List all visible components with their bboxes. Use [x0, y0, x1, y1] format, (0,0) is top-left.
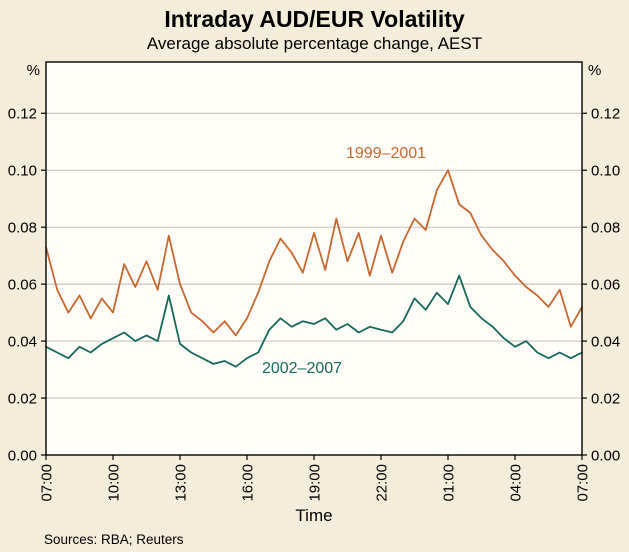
- y-tick-label-right: 0.06: [591, 276, 620, 293]
- y-tick-label-left: 0.06: [8, 276, 37, 293]
- plot-border: [45, 61, 583, 456]
- series-label-1999-2001: 1999–2001: [345, 145, 427, 162]
- y-axis-unit-left: %: [26, 62, 40, 79]
- y-tick-label-right: 0.04: [591, 333, 620, 350]
- x-tick-label: 07:00: [574, 464, 591, 502]
- x-axis-title: Time: [295, 506, 333, 525]
- y-tick-label-left: 0.00: [8, 447, 37, 464]
- x-tick-label: 04:00: [507, 464, 524, 502]
- x-tick-label: 19:00: [306, 464, 323, 502]
- series-label-2002-2007: 2002–2007: [261, 360, 343, 377]
- x-tick-label: 01:00: [440, 464, 457, 502]
- series-line-1999-2001: [45, 169, 583, 337]
- y-tick-label-right: 0.00: [591, 447, 620, 464]
- y-tick-label-left: 0.12: [8, 106, 37, 123]
- x-tick-label: 22:00: [373, 464, 390, 502]
- y-tick-label-left: 0.10: [8, 162, 37, 179]
- y-tick-label-left: 0.02: [8, 390, 37, 407]
- y-tick-label-left: 0.08: [8, 219, 37, 236]
- y-tick-label-right: 0.08: [591, 219, 620, 236]
- chart-title: Intraday AUD/EUR Volatility: [164, 6, 465, 32]
- y-tick-label-left: 0.04: [8, 333, 37, 350]
- y-tick-label-right: 0.02: [591, 390, 620, 407]
- series-line-2002-2007: [45, 274, 583, 368]
- chart-subtitle: Average absolute percentage change, AEST: [146, 34, 483, 53]
- x-tick-label: 13:00: [172, 464, 189, 502]
- source-note: Sources: RBA; Reuters: [44, 532, 184, 547]
- x-tick-label: 07:00: [38, 464, 55, 502]
- plot-area: [46, 62, 582, 455]
- y-tick-label-right: 0.12: [591, 106, 620, 123]
- x-tick-label: 10:00: [105, 464, 122, 502]
- y-tick-label-right: 0.10: [591, 162, 620, 179]
- y-axis-unit-right: %: [588, 62, 602, 79]
- x-tick-label: 16:00: [239, 464, 256, 502]
